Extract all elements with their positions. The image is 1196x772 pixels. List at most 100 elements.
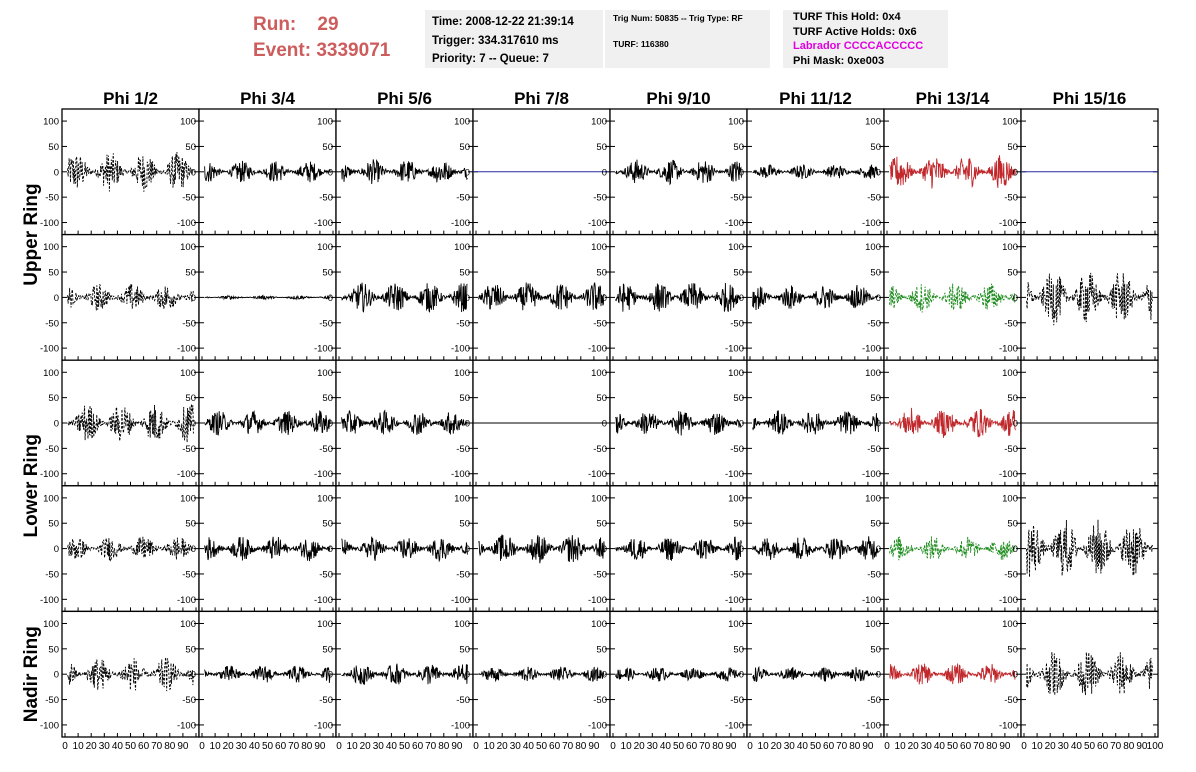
y-tick-label: 50 [459,142,470,153]
time-line: Time: 2008-12-22 21:39:14 [432,16,574,28]
x-tick-label: 80 [164,741,176,752]
y-tick-label: 0 [54,167,59,178]
y-tick-label: -100 [40,595,59,606]
x-tick-label: 20 [86,741,98,752]
y-tick-label: 100 [180,368,196,379]
y-tick-label: -100 [314,720,333,731]
y-tick-label: 0 [465,419,470,430]
column-header-3: Phi 5/6 [377,89,432,108]
x-tick-label: 70 [699,741,711,752]
y-tick-label: -100 [725,469,744,480]
y-tick-label: -50 [182,193,196,204]
x-tick-label: 0 [62,741,68,752]
y-tick-label: -100 [862,469,881,480]
y-tick-label: 50 [1007,393,1018,404]
x-tick-label: 60 [275,741,287,752]
x-tick-label: 60 [549,741,561,752]
waveform [889,536,1016,561]
x-tick-label: 100 [1147,741,1164,752]
x-tick-label: 80 [712,741,724,752]
priority-line: Priority: 7 -- Queue: 7 [432,53,549,65]
y-tick-label: -100 [862,218,881,229]
y-tick-label: 0 [602,544,607,555]
y-tick-label: 100 [1002,242,1018,253]
y-tick-label: -50 [730,318,744,329]
x-tick-label: 60 [960,741,972,752]
x-tick-label: 0 [199,741,205,752]
x-tick-label: 90 [725,741,737,752]
y-tick-label: -50 [45,695,59,706]
y-tick-label: 50 [322,393,333,404]
y-tick-label: -100 [177,595,196,606]
y-tick-label: 50 [870,393,881,404]
turf-line: TURF: 116380 [613,39,669,49]
y-tick-label: 0 [1013,419,1018,430]
y-tick-label: -100 [725,344,744,355]
x-tick-label: 90 [588,741,600,752]
y-tick-label: 50 [733,393,744,404]
column-header-6: Phi 11/12 [779,89,852,108]
y-tick-label: -50 [182,318,196,329]
x-tick-label: 70 [288,741,300,752]
y-tick-label: 0 [739,293,744,304]
y-tick-label: 100 [454,619,470,630]
y-tick-label: -50 [1004,193,1018,204]
y-tick-label: 50 [185,519,196,530]
y-tick-label: -50 [1004,444,1018,455]
x-tick-label: 30 [921,741,933,752]
y-tick-label: -100 [40,344,59,355]
x-tick-label: 10 [347,741,359,752]
y-tick-label: 100 [728,242,744,253]
y-tick-label: -100 [177,720,196,731]
y-tick-label: 0 [876,670,881,681]
y-tick-label: 0 [54,419,59,430]
y-tick-label: -50 [867,193,881,204]
y-tick-label: -50 [182,569,196,580]
y-tick-label: 100 [1002,117,1018,128]
x-tick-label: 50 [673,741,685,752]
waveform [67,536,194,562]
y-tick-label: -50 [730,193,744,204]
x-tick-label: 60 [1097,741,1109,752]
x-tick-label: 50 [536,741,548,752]
y-tick-label: -50 [45,569,59,580]
y-tick-label: 100 [454,117,470,128]
y-tick-label: 0 [739,419,744,430]
y-tick-label: -100 [451,218,470,229]
y-tick-label: 100 [865,619,881,630]
y-tick-label: 0 [876,544,881,555]
y-tick-label: 50 [322,644,333,655]
y-tick-label: 0 [602,293,607,304]
waveform [1026,652,1153,696]
y-tick-label: -50 [867,569,881,580]
y-tick-label: 100 [180,242,196,253]
y-tick-label: -100 [999,469,1018,480]
y-tick-label: 0 [465,670,470,681]
y-tick-label: -100 [588,218,607,229]
y-tick-label: 100 [43,493,59,504]
column-header-1: Phi 1/2 [103,89,158,108]
waveform [615,411,742,436]
y-tick-label: -100 [314,469,333,480]
x-tick-label: 70 [1110,741,1122,752]
y-tick-label: 0 [602,419,607,430]
y-tick-label: 50 [733,142,744,153]
x-tick-label: 40 [112,741,124,752]
y-tick-label: -100 [451,720,470,731]
x-tick-label: 20 [360,741,372,752]
y-tick-label: -50 [593,193,607,204]
y-tick-label: 100 [591,117,607,128]
y-tick-label: -100 [588,344,607,355]
x-tick-label: 70 [425,741,437,752]
y-tick-label: 0 [328,670,333,681]
y-tick-label: -50 [593,695,607,706]
labrador-line: Labrador CCCCACCCCC [793,40,924,52]
x-tick-label: 0 [884,741,890,752]
y-tick-label: -100 [314,595,333,606]
ring-label-1: Upper Ring [21,183,42,285]
y-tick-label: -100 [999,720,1018,731]
x-tick-label: 90 [314,741,326,752]
y-tick-label: -50 [1004,569,1018,580]
x-tick-label: 90 [862,741,874,752]
